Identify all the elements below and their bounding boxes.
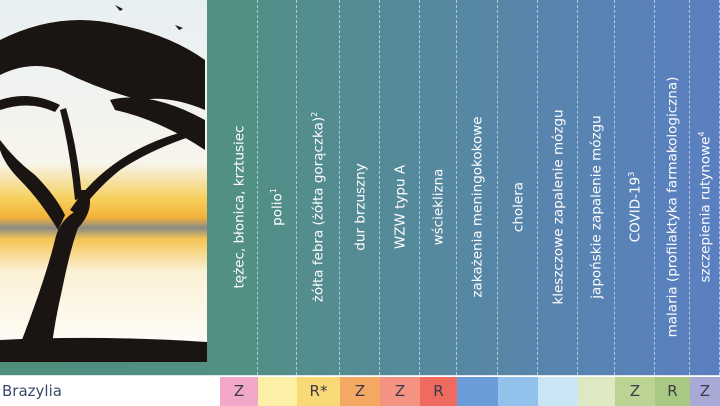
column-header: cholera [498,0,538,375]
savanna-tree-photo [0,0,207,362]
column-header: WZW typu A [380,0,420,375]
vaccine-cell: Z [690,377,720,406]
column-label: szczepienia rutynowe4 [696,131,713,282]
column-label-text: cholera [509,181,526,233]
column-label-text: kleszczowe zapalenie mózgu [549,109,566,305]
column-header: tężec, błonica, krztusiec [220,0,258,375]
vaccine-cell [457,377,498,406]
column-header: kleszczowe zapalenie mózgu [538,0,578,375]
column-header: malaria (profilaktyka farmakologiczna) [655,0,690,375]
column-label-text: wścieklizna [430,168,447,246]
vaccine-cell: R* [297,377,340,406]
column-label: japońskie zapalenie mózgu [588,115,605,299]
column-label-text: zakażenia meningokokowe [469,116,486,298]
country-name: Brazylia [2,382,62,400]
column-label-text: malaria (profilaktyka farmakologiczna) [664,76,681,338]
column-label: tężec, błonica, krztusiec [230,125,247,288]
column-label-text: dur brzuszny [351,163,368,251]
column-header: dur brzuszny [340,0,380,375]
column-label: WZW typu A [391,165,408,249]
column-header: wścieklizna [420,0,457,375]
column-header: zakażenia meningokokowe [457,0,498,375]
column-label: zakażenia meningokokowe [469,116,486,298]
column-header: szczepienia rutynowe4 [690,0,720,375]
column-label: polio1 [269,188,286,226]
table-header: tężec, błonica, krztusiec polio1 żółta feb… [0,0,720,375]
vaccine-cell: Z [615,377,655,406]
column-label-text: WZW typu A [391,164,408,250]
column-label-text: COVID-19 [626,176,643,243]
vaccine-cell: Z [380,377,420,406]
vaccine-cell: Z [340,377,380,406]
column-label: COVID-193 [626,172,643,243]
column-label: żółta febra (żółta gorączka)2 [310,112,327,302]
column-label: cholera [509,182,526,232]
column-header: żółta febra (żółta gorączka)2 [297,0,340,375]
vaccine-cell [578,377,615,406]
column-label-text: tężec, błonica, krztusiec [230,125,247,289]
vaccine-cell: Z [220,377,258,406]
column-header: COVID-193 [615,0,655,375]
vaccine-cell [538,377,578,406]
column-label-text: szczepienia rutynowe [696,136,713,283]
column-label-text: polio [269,193,286,226]
column-label: malaria (profilaktyka farmakologiczna) [664,76,681,338]
table-row: Brazylia Z R* Z Z R Z R Z [0,375,720,406]
footnote-marker: 1 [268,188,278,194]
column-label-text: żółta febra (żółta gorączka) [310,116,327,303]
column-header: japońskie zapalenie mózgu [578,0,615,375]
column-label: dur brzuszny [351,163,368,250]
column-label-text: japońskie zapalenie mózgu [588,115,605,299]
vaccine-cell [498,377,538,406]
vaccine-cell: R [420,377,457,406]
column-label: kleszczowe zapalenie mózgu [549,109,566,304]
vaccine-cell [258,377,297,406]
column-header: polio1 [258,0,297,375]
footnote-marker: 4 [696,131,706,137]
footnote-marker: 2 [309,111,319,117]
column-label: wścieklizna [430,168,447,246]
vaccine-cell: R [655,377,690,406]
footnote-marker: 3 [626,171,636,177]
